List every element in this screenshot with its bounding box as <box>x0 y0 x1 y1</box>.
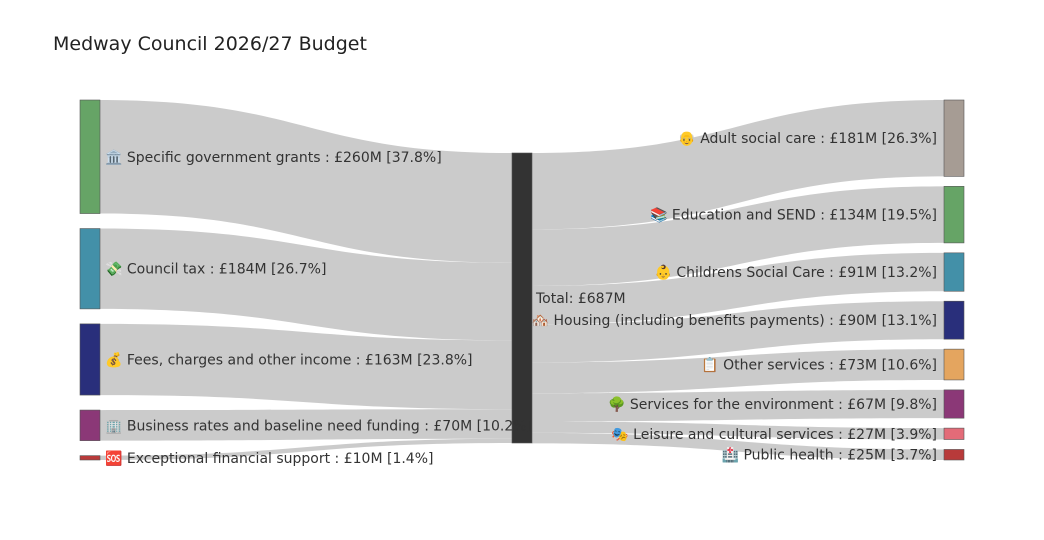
link-source-0 <box>100 100 512 263</box>
target-label-text: Other services : £73M [10.6%] <box>723 358 937 374</box>
target-node-2[interactable] <box>943 252 965 292</box>
target-label-text: Housing (including benefits payments) : … <box>554 313 937 329</box>
source-node-3[interactable] <box>79 409 101 441</box>
source-label-4: 🆘 Exceptional financial support : £10M [… <box>105 450 433 467</box>
target-node-4[interactable] <box>943 348 965 381</box>
link-target-5 <box>532 389 944 422</box>
books-icon: 📚 <box>650 207 672 224</box>
target-label-3: 🏘️ Housing (including benefits payments)… <box>532 313 937 329</box>
older-person-icon: 👴 <box>678 131 700 147</box>
link-target-7 <box>532 432 944 460</box>
link-target-6 <box>532 421 944 440</box>
target-label-text: Education and SEND : £134M [19.5%] <box>672 208 937 224</box>
target-label-text: Adult social care : £181M [26.3%] <box>700 131 937 147</box>
target-label-2: 👶 Childrens Social Care : £91M [13.2%] <box>654 264 937 281</box>
link-target-3 <box>532 301 944 363</box>
office-building-icon: 🏢 <box>105 418 127 434</box>
source-label-1: 💸 Council tax : £184M [26.7%] <box>105 261 326 278</box>
link-target-1 <box>532 186 944 286</box>
source-label-3: 🏢 Business rates and baseline need fundi… <box>105 418 532 434</box>
link-source-4 <box>100 438 512 460</box>
target-node-5[interactable] <box>943 389 965 419</box>
source-label-text: Specific government grants : £260M [37.8… <box>127 150 442 166</box>
houses-icon: 🏘️ <box>532 313 554 329</box>
source-label-text: Exceptional financial support : £10M [1.… <box>127 451 434 467</box>
links-group <box>100 100 944 460</box>
source-label-text: Council tax : £184M [26.7%] <box>127 262 327 278</box>
source-node-4[interactable] <box>79 455 101 461</box>
source-label-0: 🏛️ Specific government grants : £260M [3… <box>105 149 442 166</box>
target-label-text: Childrens Social Care : £91M [13.2%] <box>676 265 937 281</box>
source-label-text: Fees, charges and other income : £163M [… <box>127 352 473 368</box>
target-label-text: Leisure and cultural services : £27M [3.… <box>633 427 937 443</box>
target-label-4: 📋 Other services : £73M [10.6%] <box>701 357 937 374</box>
money-bag-icon: 💰 <box>105 351 127 368</box>
source-label-text: Business rates and baseline need funding… <box>127 418 532 434</box>
link-target-2 <box>532 252 944 325</box>
labels-group: 🏛️ Specific government grants : £260M [3… <box>105 131 937 467</box>
target-label-text: Services for the environment : £67M [9.8… <box>630 397 937 413</box>
nodes-group <box>79 99 965 461</box>
target-node-7[interactable] <box>943 449 965 461</box>
hospital-icon: 🏥 <box>722 447 744 464</box>
theater-masks-icon: 🎭 <box>611 427 633 443</box>
tree-icon: 🌳 <box>608 395 630 413</box>
target-label-1: 📚 Education and SEND : £134M [19.5%] <box>650 207 937 224</box>
clipboard-icon: 📋 <box>701 357 723 374</box>
link-target-4 <box>532 349 944 394</box>
target-label-5: 🌳 Services for the environment : £67M [9… <box>608 395 937 413</box>
total-label: Total: £687M <box>535 291 626 307</box>
target-label-6: 🎭 Leisure and cultural services : £27M [… <box>611 427 937 443</box>
link-source-3 <box>100 409 512 441</box>
money-icon: 💸 <box>105 261 127 278</box>
target-label-7: 🏥 Public health : £25M [3.7%] <box>722 447 937 464</box>
source-node-1[interactable] <box>79 228 101 310</box>
target-node-1[interactable] <box>943 186 965 244</box>
link-target-0 <box>532 100 944 230</box>
target-node-3[interactable] <box>943 300 965 340</box>
sos-icon: 🆘 <box>105 450 127 467</box>
chart-title: Medway Council 2026/27 Budget <box>53 33 367 55</box>
government-building-icon: 🏛️ <box>105 149 127 166</box>
link-source-1 <box>100 228 512 341</box>
source-node-2[interactable] <box>79 323 101 396</box>
target-label-text: Public health : £25M [3.7%] <box>743 448 937 464</box>
source-label-2: 💰 Fees, charges and other income : £163M… <box>105 351 473 368</box>
target-node-6[interactable] <box>943 427 965 440</box>
target-node-0[interactable] <box>943 99 965 177</box>
link-source-2 <box>100 323 512 410</box>
target-label-0: 👴 Adult social care : £181M [26.3%] <box>678 131 937 147</box>
total-node[interactable] <box>511 152 533 444</box>
source-node-0[interactable] <box>79 99 101 214</box>
baby-icon: 👶 <box>654 264 676 281</box>
